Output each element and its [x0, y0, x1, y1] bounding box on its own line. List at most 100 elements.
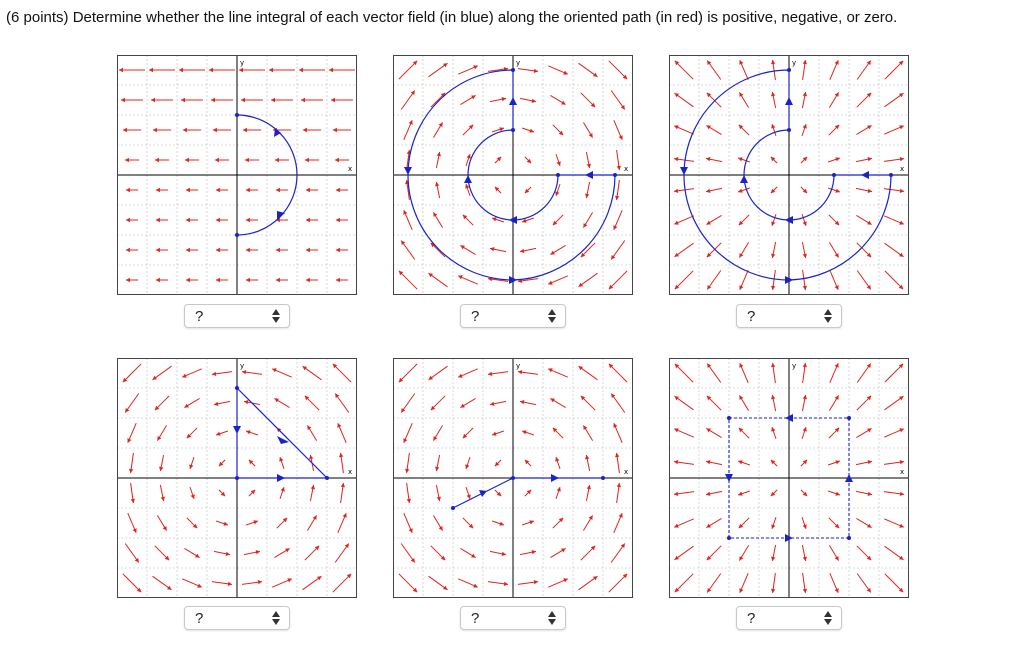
field-arrow — [275, 217, 289, 223]
field-arrow — [673, 157, 695, 162]
field-arrow — [552, 517, 564, 529]
up-down-arrows-icon — [272, 309, 280, 323]
field-arrow — [335, 277, 349, 283]
field-arrow — [122, 363, 142, 383]
field-arrow — [616, 149, 621, 171]
answer-select-6[interactable]: ? — [736, 606, 842, 630]
answer-select-value: ? — [747, 308, 756, 325]
answer-select-value: ? — [195, 308, 204, 325]
up-down-arrows-icon — [272, 611, 280, 625]
field-arrow — [827, 490, 841, 496]
y-axis-label: y — [240, 362, 244, 370]
field-arrow — [155, 217, 169, 223]
field-arrow — [771, 91, 777, 109]
field-arrow — [738, 545, 750, 561]
answer-select-1[interactable]: ? — [184, 304, 290, 328]
direction-arrow — [479, 490, 487, 497]
direction-arrow — [509, 97, 517, 105]
oriented-path — [404, 68, 617, 284]
field-arrow — [245, 217, 259, 223]
field-arrow — [519, 400, 537, 406]
field-arrow — [550, 94, 566, 106]
field-arrow — [491, 520, 505, 526]
field-arrow — [182, 127, 202, 133]
field-arrow — [335, 217, 349, 223]
x-axis-label: x — [348, 468, 352, 476]
field-arrow — [403, 513, 413, 533]
field-arrow — [124, 393, 140, 413]
answer-select-4[interactable]: ? — [184, 606, 290, 630]
field-arrow — [435, 454, 441, 472]
field-arrow — [521, 430, 535, 436]
field-arrow — [301, 97, 323, 103]
field-arrow — [828, 242, 840, 258]
field-arrow — [460, 94, 476, 106]
field-arrow — [802, 59, 807, 81]
field-arrow — [548, 368, 568, 378]
field-arrow — [239, 67, 265, 73]
field-arrow — [771, 544, 777, 562]
field-arrow — [432, 122, 444, 138]
field-arrow — [613, 423, 623, 443]
y-axis-label: y — [516, 59, 520, 67]
field-arrow — [332, 573, 352, 593]
field-arrow — [155, 277, 169, 283]
plot-2: x y — [393, 55, 633, 295]
field-arrow — [582, 122, 594, 138]
up-down-arrows-icon — [548, 611, 556, 625]
field-arrow — [674, 428, 694, 438]
answer-select-3[interactable]: ? — [736, 304, 842, 328]
field-arrow — [673, 460, 695, 465]
field-arrow — [462, 124, 474, 136]
field-arrow — [856, 573, 872, 593]
field-arrow — [739, 270, 749, 290]
field-arrow — [552, 427, 564, 439]
field-arrow — [771, 269, 776, 291]
field-arrow — [465, 456, 471, 470]
vector-field — [673, 362, 905, 594]
y-axis-label: y — [516, 362, 520, 370]
field-arrow — [884, 545, 904, 561]
field-arrow — [458, 275, 478, 285]
field-arrow — [738, 427, 750, 439]
field-arrow — [739, 573, 749, 593]
answer-select-2[interactable]: ? — [460, 304, 566, 328]
field-arrow — [125, 217, 139, 223]
field-arrow — [610, 393, 626, 413]
field-arrow — [458, 65, 478, 75]
field-arrow — [674, 270, 694, 290]
field-arrow — [801, 394, 807, 412]
field-arrow — [674, 518, 694, 528]
field-arrow — [215, 187, 229, 193]
field-arrow — [304, 395, 320, 411]
field-arrow — [884, 92, 904, 108]
up-down-arrows-icon — [548, 309, 556, 323]
field-arrow — [800, 459, 808, 467]
field-arrow — [305, 187, 319, 193]
field-arrow — [331, 97, 353, 103]
field-arrow — [828, 427, 840, 439]
field-arrow — [428, 272, 448, 288]
oriented-path — [725, 414, 853, 542]
field-arrow — [738, 242, 750, 258]
direction-arrow — [277, 211, 285, 220]
field-arrow — [491, 127, 505, 133]
field-arrow — [883, 460, 905, 465]
field-arrow — [152, 127, 172, 133]
field-arrow — [706, 363, 722, 383]
field-arrow — [884, 573, 904, 593]
field-arrow — [616, 482, 621, 504]
field-arrow — [674, 395, 694, 411]
field-arrow — [182, 368, 202, 378]
field-arrow — [121, 97, 143, 103]
field-arrow — [245, 247, 259, 253]
field-arrow — [705, 460, 723, 466]
field-arrow — [400, 90, 416, 110]
answer-select-5[interactable]: ? — [460, 606, 566, 630]
field-arrow — [855, 460, 873, 466]
field-arrow — [428, 575, 448, 591]
field-arrow — [189, 456, 195, 470]
field-arrow — [884, 215, 904, 225]
field-arrow — [585, 151, 591, 169]
field-arrow — [458, 368, 478, 378]
